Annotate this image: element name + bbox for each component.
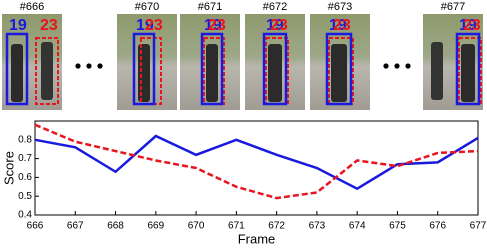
person bbox=[331, 44, 347, 102]
person bbox=[41, 42, 53, 100]
x-tick-label: 667 bbox=[67, 221, 84, 232]
ellipsis-left bbox=[75, 63, 103, 69]
y-axis-label: Score bbox=[1, 151, 16, 185]
frame-label: #671 bbox=[198, 1, 222, 13]
blue-box bbox=[325, 32, 353, 106]
x-tick-label: 674 bbox=[349, 221, 366, 232]
track-id: 19 bbox=[204, 17, 222, 34]
y-tick-label: 0.7 bbox=[18, 153, 32, 164]
track-id: 19 bbox=[459, 17, 477, 34]
person bbox=[461, 44, 475, 102]
frame-label: #673 bbox=[328, 1, 352, 13]
x-tick-label: 668 bbox=[107, 221, 124, 232]
x-tick-label: 672 bbox=[268, 221, 285, 232]
x-tick-label: 673 bbox=[309, 221, 326, 232]
track-id: 23 bbox=[270, 17, 288, 34]
person bbox=[431, 42, 443, 100]
track-id: 23 bbox=[40, 17, 58, 34]
blue-box bbox=[5, 32, 29, 106]
track-id: 23 bbox=[208, 17, 226, 34]
x-tick-label: 677 bbox=[470, 221, 487, 232]
person bbox=[138, 44, 150, 102]
red-box bbox=[35, 37, 59, 105]
track-id: 23 bbox=[145, 17, 163, 34]
track-id: 19 bbox=[136, 17, 154, 34]
frame-label: #670 bbox=[135, 1, 159, 13]
blue-box bbox=[132, 32, 156, 106]
x-tick-label: 675 bbox=[389, 221, 406, 232]
blue-box bbox=[200, 32, 224, 106]
frame-label: #677 bbox=[441, 1, 465, 13]
track-id: 19 bbox=[329, 17, 347, 34]
y-tick-label: 0.5 bbox=[18, 191, 32, 202]
x-tick-label: 670 bbox=[188, 221, 205, 232]
frame-label: #672 bbox=[263, 1, 287, 13]
track-id: 23 bbox=[463, 17, 481, 34]
x-tick-label: 671 bbox=[228, 221, 245, 232]
blue-box bbox=[455, 32, 481, 106]
person bbox=[11, 44, 23, 102]
y-tick-label: 0.8 bbox=[18, 134, 32, 145]
person bbox=[206, 44, 218, 102]
track-id: 19 bbox=[9, 17, 27, 34]
y-tick-label: 0.4 bbox=[18, 210, 32, 221]
blue-box bbox=[262, 32, 288, 106]
x-tick-label: 666 bbox=[27, 221, 44, 232]
plot-frame bbox=[34, 120, 479, 216]
track-id: 23 bbox=[333, 17, 351, 34]
series-line bbox=[34, 123, 479, 200]
track-id: 19 bbox=[266, 17, 284, 34]
frame-label: #666 bbox=[20, 1, 44, 13]
x-tick-label: 669 bbox=[147, 221, 164, 232]
y-tick-label: 0.6 bbox=[18, 172, 32, 183]
person bbox=[268, 44, 282, 102]
series-line bbox=[34, 134, 479, 191]
x-axis-label: Frame bbox=[238, 231, 276, 246]
ellipsis-right bbox=[383, 63, 411, 69]
x-tick-label: 676 bbox=[429, 221, 446, 232]
